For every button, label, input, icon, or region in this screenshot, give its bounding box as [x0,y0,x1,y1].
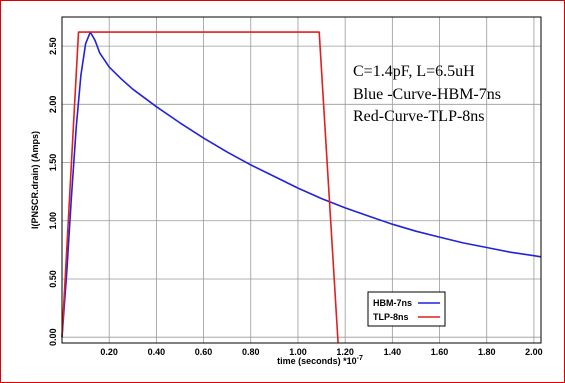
x-tick-label: 0.60 [195,347,213,357]
annotation-block: C=1.4pF, L=6.5uH Blue -Curve-HBM-7ns Red… [353,63,501,125]
y-tick-label: 1.00 [48,212,58,230]
grid-lines [62,17,541,343]
y-tick-label: 1.50 [48,154,58,172]
x-tick-labels: 0.20 0.40 0.60 0.80 1.00 1.20 1.40 1.60 1.80 2.00 [100,347,542,357]
series-line-0 [61,31,542,338]
legend: HBM-7ns TLP-8ns [367,291,446,327]
legend-box [367,291,446,327]
x-tick-label: 1.60 [431,347,449,357]
x-axis-label-exponent: -7 [357,355,363,362]
x-tick-label: 1.40 [384,347,402,357]
x-tick-label: 1.00 [289,347,307,357]
y-tick-label: 2.00 [48,96,58,114]
x-tick-label: 2.00 [525,347,543,357]
legend-label-hbm: HBM-7ns [373,298,412,308]
x-axis-label-text: time (seconds) *10 [277,356,357,366]
series-line-1 [61,31,339,344]
plot-border [61,16,542,344]
x-tick-label: 0.80 [242,347,260,357]
annotation-line-2: Blue -Curve-HBM-7ns [353,86,501,103]
annotation-line-3: Red-Curve-TLP-8ns [353,108,485,125]
series-layer [61,31,542,344]
plot-background [62,17,541,343]
legend-label-tlp: TLP-8ns [373,312,409,322]
y-tick-label: 2.50 [48,37,58,55]
y-axis-label: I(PNSCR.drain) (Amps) [30,131,40,229]
x-axis-label: time (seconds) *10-7 [277,355,363,366]
x-tick-label: 1.80 [478,347,496,357]
x-tick-label: 0.40 [148,347,166,357]
y-tick-label: 0.00 [48,328,58,346]
annotation-line-1: C=1.4pF, L=6.5uH [353,63,475,80]
y-tick-label: 0.50 [48,270,58,288]
x-tick-label: 1.20 [336,347,354,357]
x-tick-label: 0.20 [100,347,118,357]
y-tick-labels: 0.00 0.50 1.00 1.50 2.00 2.50 [48,37,58,346]
